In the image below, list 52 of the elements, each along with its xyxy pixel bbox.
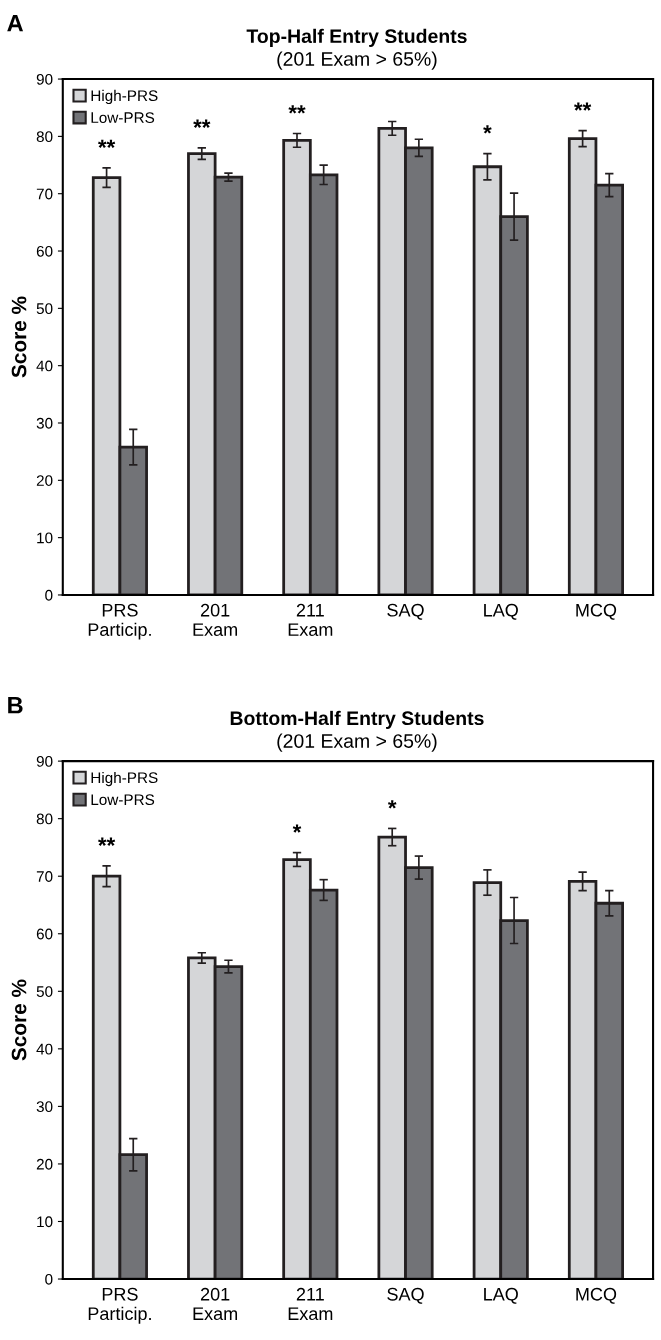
legend-label: Low-PRS (91, 112, 155, 124)
x-tick-label: SAQ (387, 1287, 424, 1304)
annotation: ** (288, 105, 306, 114)
y-tick-label: 0 (45, 589, 53, 601)
x-tick-label: 211 Exam (288, 603, 333, 636)
y-tick-label: 20 (36, 1158, 53, 1170)
y-axis-title: Score % (11, 979, 27, 1061)
y-tick-label: 10 (37, 1216, 53, 1228)
y-tick-label: 40 (36, 360, 53, 372)
legend-label: High-PRS (91, 89, 158, 105)
y-tick-label: 50 (36, 303, 53, 315)
y-tick-label: 80 (36, 813, 53, 825)
x-tick-label: 211 Exam (288, 1287, 333, 1321)
y-tick-label: 70 (36, 188, 53, 200)
annotation: * (387, 800, 397, 809)
y-tick-label: 40 (36, 1043, 53, 1055)
annotation: ** (574, 102, 592, 111)
y-tick-label: 60 (36, 245, 53, 257)
x-tick-label: PRS Particip. (88, 603, 151, 640)
x-tick-label: 201 Exam (193, 603, 238, 636)
y-tick-label: 10 (37, 532, 53, 544)
text: B (8, 697, 23, 714)
x-tick-label: MCQ (576, 603, 617, 620)
annotation: * (483, 125, 492, 134)
chart-title: Top-Half Entry Students (246, 28, 467, 47)
y-tick-label: 80 (36, 131, 53, 143)
annotation: ** (193, 119, 211, 128)
chart-title: Bottom-Half Entry Students (230, 710, 484, 729)
y-tick-label: 60 (36, 928, 53, 940)
x-tick-label: LAQ (484, 1287, 518, 1304)
y-tick-label: 30 (36, 1101, 53, 1113)
x-tick-label: LAQ (484, 603, 518, 620)
legend-label: High-PRS (91, 771, 158, 787)
y-tick-label: 30 (36, 417, 53, 429)
x-tick-label: PRS Particip. (88, 1287, 151, 1324)
text: A (7, 15, 24, 32)
x-tick-label: SAQ (387, 603, 424, 620)
y-axis-title: Score % (11, 296, 27, 378)
legend-label: Low-PRS (91, 794, 155, 806)
annotation: ** (98, 139, 116, 148)
x-tick-label: 201 Exam (193, 1287, 238, 1321)
y-tick-label: 70 (36, 871, 53, 882)
chart-subtitle: (201 Exam > 65%) (277, 51, 437, 70)
chart-subtitle: (201 Exam > 65%) (277, 733, 437, 752)
y-tick-label: 20 (36, 475, 53, 486)
y-tick-label: 90 (36, 73, 53, 85)
y-tick-label: 50 (36, 986, 53, 997)
x-tick-label: MCQ (576, 1287, 617, 1304)
y-tick-label: 0 (45, 1273, 53, 1285)
y-tick-label: 90 (36, 755, 53, 767)
annotation: ** (98, 837, 116, 846)
annotation: * (292, 824, 302, 833)
